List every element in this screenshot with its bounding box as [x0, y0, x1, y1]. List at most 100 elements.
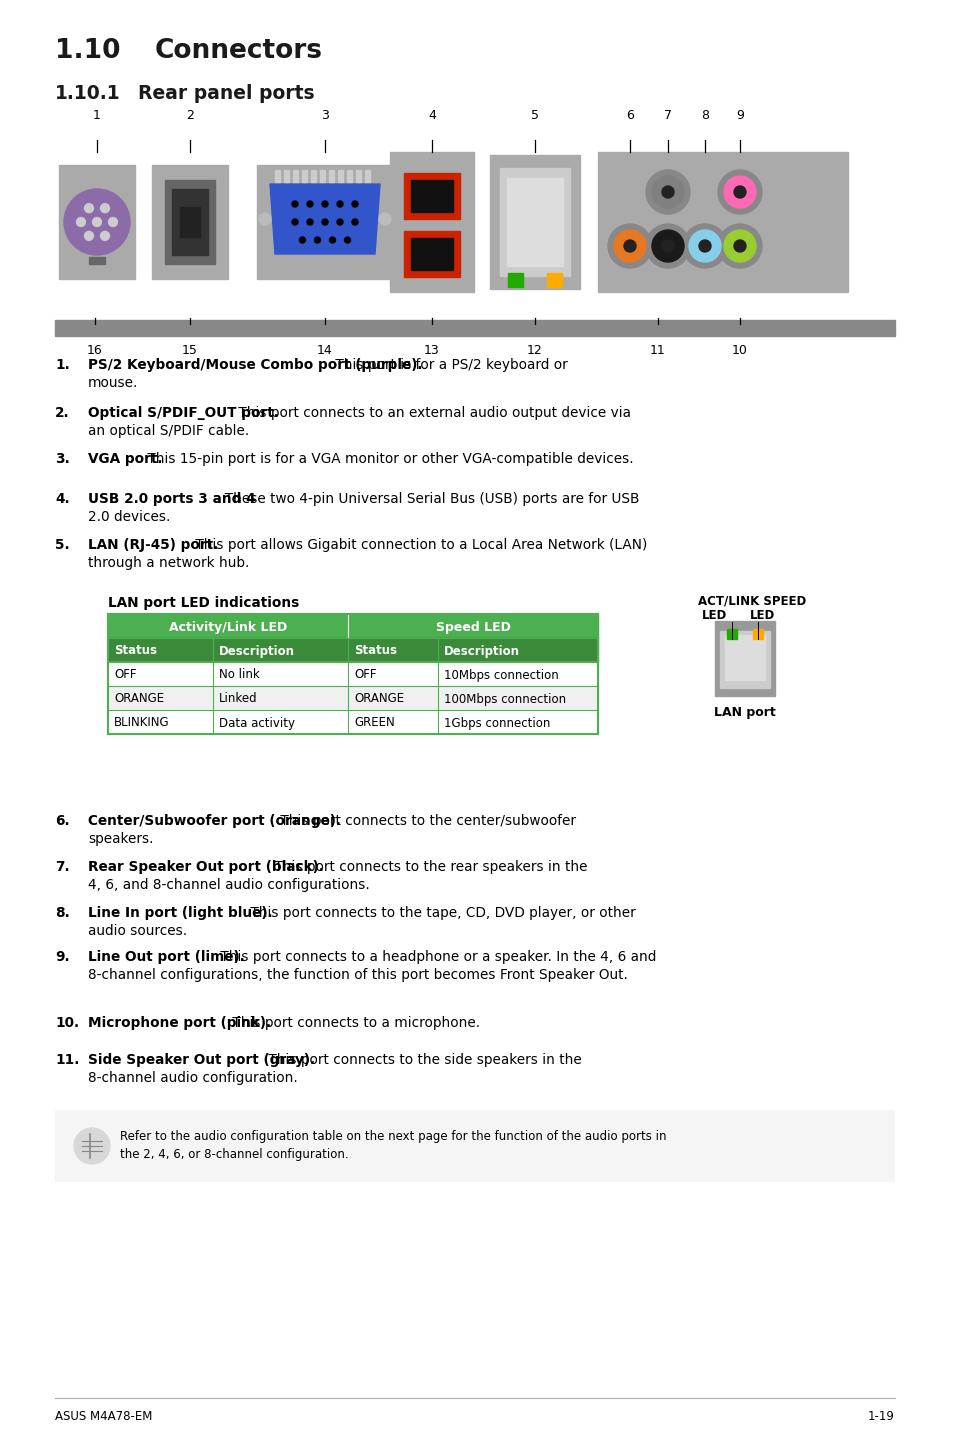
Text: 8-channel configurations, the function of this port becomes Front Speaker Out.: 8-channel configurations, the function o…	[88, 968, 627, 982]
Circle shape	[651, 231, 683, 262]
Text: 5.: 5.	[55, 538, 70, 551]
Bar	[89, 256, 105, 263]
Circle shape	[322, 219, 328, 225]
Text: 9.: 9.	[55, 949, 70, 964]
Circle shape	[322, 200, 328, 208]
Text: 6.: 6.	[55, 813, 70, 828]
Text: This port connects to the tape, CD, DVD player, or other: This port connects to the tape, CD, DVD …	[246, 906, 635, 919]
Bar	[108, 710, 598, 735]
Text: Microphone port (pink).: Microphone port (pink).	[88, 1015, 271, 1030]
Circle shape	[661, 186, 673, 198]
Text: Connectors: Connectors	[154, 39, 323, 64]
Text: the 2, 4, 6, or 8-channel configuration.: the 2, 4, 6, or 8-channel configuration.	[120, 1148, 348, 1161]
Circle shape	[352, 200, 357, 208]
Text: BLINKING: BLINKING	[113, 716, 170, 729]
Circle shape	[614, 231, 645, 262]
Bar	[390, 152, 474, 292]
Text: 2.: 2.	[55, 407, 70, 420]
Text: Description: Description	[219, 644, 294, 657]
Text: mouse.: mouse.	[88, 377, 138, 390]
Text: 10Mbps connection: 10Mbps connection	[443, 669, 558, 682]
Text: 9: 9	[736, 109, 743, 122]
Text: LED: LED	[749, 609, 775, 621]
Bar	[337, 170, 343, 182]
Bar	[165, 180, 214, 263]
Text: LAN (RJ-45) port.: LAN (RJ-45) port.	[88, 538, 218, 551]
Text: ACT/LINK SPEED: ACT/LINK SPEED	[698, 594, 805, 607]
Text: 13: 13	[424, 344, 439, 357]
Text: LED: LED	[701, 609, 726, 621]
Circle shape	[699, 241, 710, 252]
Text: 4: 4	[428, 109, 436, 122]
Bar	[311, 170, 315, 182]
Bar	[546, 274, 561, 286]
Bar	[720, 632, 769, 687]
Text: 8-channel audio configuration.: 8-channel audio configuration.	[88, 1071, 297, 1085]
Circle shape	[682, 223, 726, 268]
Text: USB 2.0 ports 3 and 4: USB 2.0 ports 3 and 4	[88, 493, 255, 505]
Text: 5: 5	[531, 109, 538, 122]
Text: Status: Status	[354, 644, 396, 657]
Text: 11.: 11.	[55, 1053, 79, 1067]
Circle shape	[718, 223, 761, 268]
Text: 2.0 devices.: 2.0 devices.	[88, 510, 171, 524]
Circle shape	[64, 189, 130, 255]
Circle shape	[307, 219, 313, 225]
Text: GREEN: GREEN	[354, 716, 395, 729]
Bar	[724, 634, 764, 680]
Text: This port connects to a microphone.: This port connects to a microphone.	[228, 1015, 479, 1030]
Circle shape	[92, 218, 101, 226]
Circle shape	[109, 218, 117, 226]
Circle shape	[352, 219, 357, 225]
Text: through a network hub.: through a network hub.	[88, 556, 249, 570]
Text: 6: 6	[625, 109, 634, 122]
Text: 7.: 7.	[55, 861, 70, 874]
Text: Linked: Linked	[219, 693, 257, 706]
Text: VGA port.: VGA port.	[88, 453, 162, 465]
Circle shape	[651, 176, 683, 208]
Circle shape	[74, 1128, 110, 1164]
Text: 8: 8	[700, 109, 708, 122]
Text: 15: 15	[182, 344, 197, 357]
Text: 3.: 3.	[55, 453, 70, 465]
Bar	[403, 231, 459, 276]
Bar	[293, 170, 297, 182]
Circle shape	[314, 238, 320, 243]
Bar	[319, 170, 325, 182]
Text: This port connects to the side speakers in the: This port connects to the side speakers …	[264, 1053, 581, 1067]
Bar	[347, 170, 352, 182]
Bar	[152, 165, 228, 279]
Text: 3: 3	[321, 109, 329, 122]
Bar	[726, 629, 737, 639]
Circle shape	[85, 203, 93, 212]
Text: LAN port: LAN port	[714, 706, 775, 719]
Text: Rear panel ports: Rear panel ports	[138, 84, 314, 103]
Bar	[59, 165, 135, 279]
Text: Refer to the audio configuration table on the next page for the function of the : Refer to the audio configuration table o…	[120, 1130, 666, 1143]
Text: 1.10.1: 1.10.1	[55, 84, 120, 103]
Text: Description: Description	[443, 644, 519, 657]
Circle shape	[645, 170, 689, 213]
Text: OFF: OFF	[113, 669, 136, 682]
Text: 1-19: 1-19	[867, 1411, 894, 1423]
Text: 16: 16	[87, 344, 103, 357]
Text: 7: 7	[663, 109, 671, 122]
Bar	[274, 170, 280, 182]
Text: Side Speaker Out port (gray).: Side Speaker Out port (gray).	[88, 1053, 314, 1067]
Circle shape	[85, 232, 93, 241]
Bar	[302, 170, 307, 182]
Bar	[411, 180, 453, 212]
Text: 12: 12	[527, 344, 542, 357]
Circle shape	[733, 241, 745, 252]
Bar	[598, 152, 847, 292]
Text: Center/Subwoofer port (orange).: Center/Subwoofer port (orange).	[88, 813, 340, 828]
Text: LAN port LED indications: LAN port LED indications	[108, 596, 299, 610]
Circle shape	[378, 213, 391, 225]
Text: This port allows Gigabit connection to a Local Area Network (LAN): This port allows Gigabit connection to a…	[192, 538, 647, 551]
Bar	[507, 274, 522, 286]
Text: OFF: OFF	[354, 669, 376, 682]
Text: Line In port (light blue).: Line In port (light blue).	[88, 906, 273, 919]
Bar	[365, 170, 370, 182]
Text: 4.: 4.	[55, 493, 70, 505]
Text: Activity/Link LED: Activity/Link LED	[169, 620, 287, 633]
